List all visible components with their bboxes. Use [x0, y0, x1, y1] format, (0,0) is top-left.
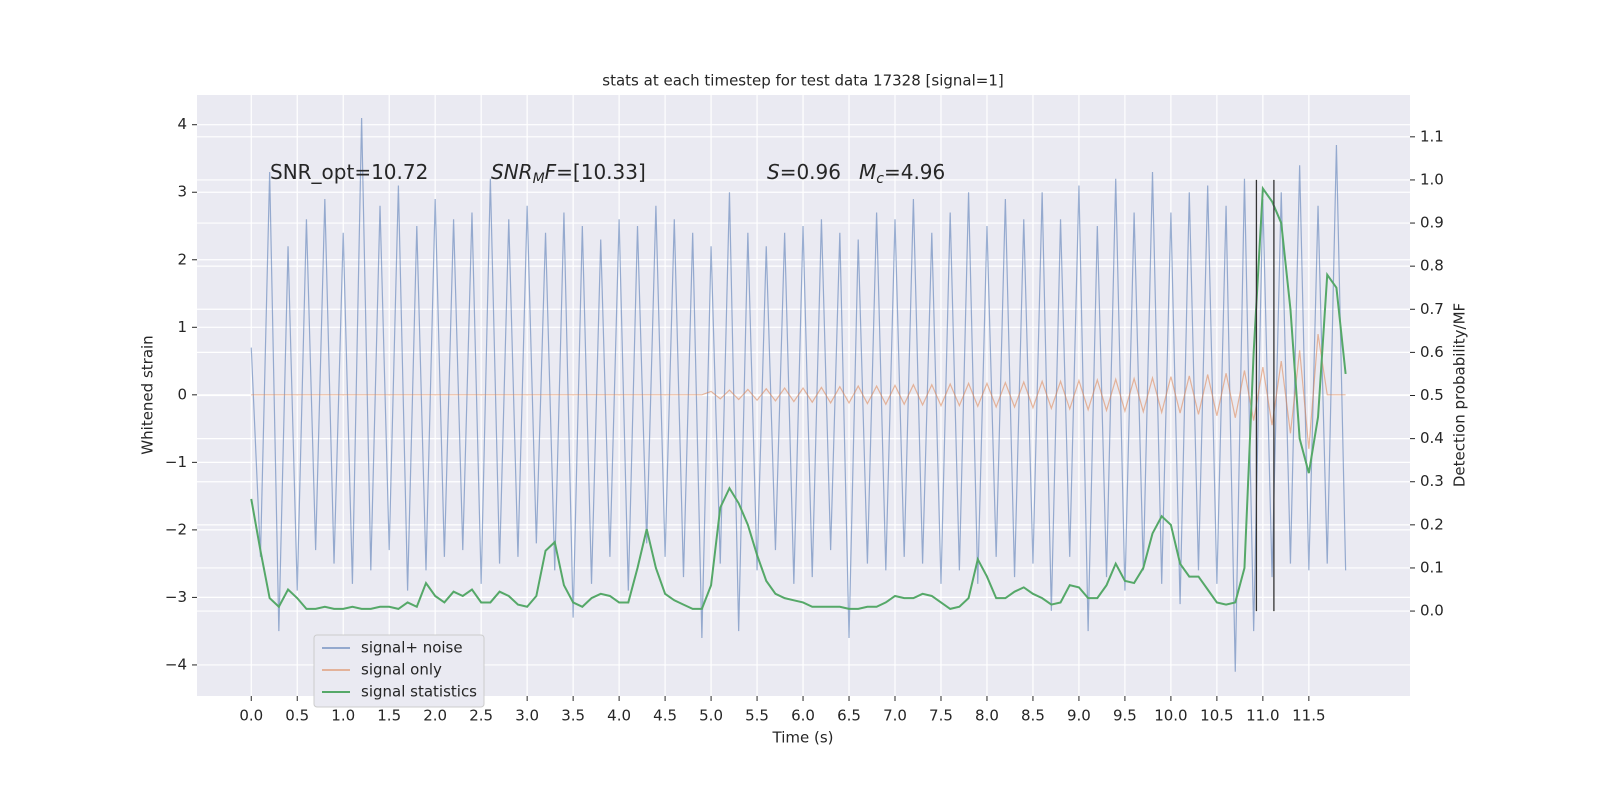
x-tick-label: 10.5 [1200, 707, 1233, 725]
y2-tick-label: 0.3 [1420, 472, 1444, 490]
annotation: SNRMF=[10.33] [491, 160, 646, 188]
legend-label: signal+ noise [361, 639, 463, 657]
legend-label: signal only [361, 661, 442, 679]
x-tick-label: 8.5 [1021, 707, 1045, 725]
y-tick-label: 0 [177, 385, 187, 403]
x-tick-label: 5.0 [699, 707, 723, 725]
annotation: Mc=4.96 [859, 160, 945, 188]
x-tick-label: 2.0 [423, 707, 447, 725]
x-tick-label: 0.5 [285, 707, 309, 725]
y-tick-label: −4 [165, 655, 187, 673]
y-tick-label: −1 [165, 453, 187, 471]
x-tick-label: 4.0 [607, 707, 631, 725]
y-tick-label: −2 [165, 520, 187, 538]
y2-axis-label: Detection probability/MF [1451, 303, 1469, 487]
y-tick-label: 3 [177, 183, 187, 201]
x-tick-label: 8.0 [975, 707, 999, 725]
y2-tick-label: 0.7 [1420, 300, 1444, 318]
x-tick-label: 7.0 [883, 707, 907, 725]
annotation-part: M [533, 171, 545, 187]
y2-tick-label: 1.0 [1420, 170, 1444, 188]
x-tick-label: 6.0 [791, 707, 815, 725]
series-line [251, 333, 1346, 449]
annotation: SNR_opt=10.72 [270, 160, 428, 184]
annotation-part: =4.96 [884, 160, 945, 184]
x-tick-label: 9.5 [1113, 707, 1137, 725]
chart-title: stats at each timestep for test data 173… [602, 72, 1003, 90]
y-tick-label: 2 [177, 250, 187, 268]
legend-box [313, 634, 485, 708]
y2-tick-label: 0.2 [1420, 515, 1444, 533]
series-line [250, 185, 1347, 610]
annotation-part: S [767, 160, 780, 184]
annotation-part: =[10.33] [556, 160, 646, 184]
annotation-part: c [876, 171, 884, 187]
annotation-part: SNR_opt=10.72 [270, 160, 428, 184]
y2-tick-label: 0.6 [1420, 343, 1444, 361]
y-axis-label: Whitened strain [139, 335, 157, 454]
annotation-part: F [545, 160, 557, 184]
y2-tick-label: 0.1 [1420, 558, 1444, 576]
series-line [250, 117, 1347, 672]
annotation-part: M [859, 160, 876, 184]
y-tick-label: −3 [165, 588, 187, 606]
x-tick-label: 3.5 [561, 707, 585, 725]
x-tick-label: 11.0 [1246, 707, 1279, 725]
y2-tick-label: 0.9 [1420, 214, 1444, 232]
x-tick-label: 3.0 [515, 707, 539, 725]
annotation-part: SNR [491, 160, 533, 184]
x-tick-label: 1.0 [331, 707, 355, 725]
y2-tick-label: 0.0 [1420, 602, 1444, 620]
x-tick-label: 2.5 [469, 707, 493, 725]
x-tick-label: 6.5 [837, 707, 861, 725]
x-tick-label: 0.0 [239, 707, 263, 725]
y2-tick-label: 0.5 [1420, 386, 1444, 404]
x-tick-label: 7.5 [929, 707, 953, 725]
x-tick-label: 4.5 [653, 707, 677, 725]
legend-label: signal statistics [361, 683, 477, 701]
x-tick-label: 10.0 [1154, 707, 1187, 725]
annotation: S=0.96 [767, 160, 841, 184]
y-tick-label: 4 [177, 115, 187, 133]
y2-tick-label: 0.4 [1420, 429, 1444, 447]
y-tick-label: 1 [177, 318, 187, 336]
x-tick-label: 9.0 [1067, 707, 1091, 725]
x-tick-label: 1.5 [377, 707, 401, 725]
annotation-part: =0.96 [780, 160, 841, 184]
y2-tick-label: 0.8 [1420, 257, 1444, 275]
x-tick-label: 5.5 [745, 707, 769, 725]
y2-tick-label: 1.1 [1420, 127, 1444, 145]
x-axis-label: Time (s) [772, 729, 834, 747]
x-tick-label: 11.5 [1292, 707, 1325, 725]
